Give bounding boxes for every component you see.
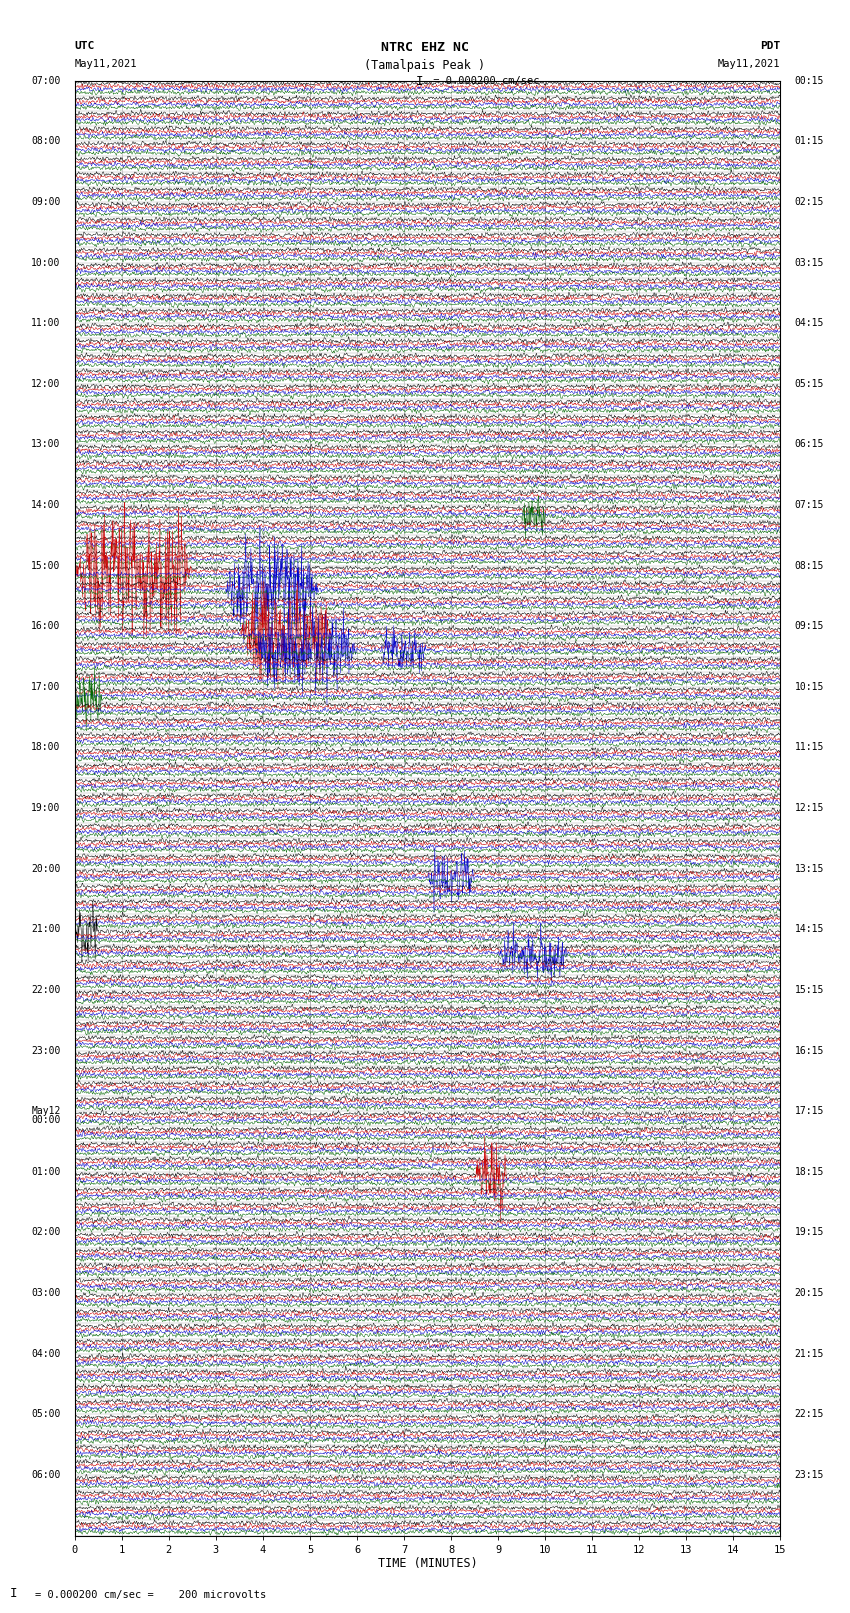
Text: 01:00: 01:00 — [31, 1166, 60, 1177]
Text: May12: May12 — [31, 1107, 60, 1116]
Text: 15:00: 15:00 — [31, 561, 60, 571]
Text: 23:00: 23:00 — [31, 1045, 60, 1055]
X-axis label: TIME (MINUTES): TIME (MINUTES) — [377, 1558, 478, 1571]
Text: 11:00: 11:00 — [31, 318, 60, 327]
Text: 15:15: 15:15 — [795, 986, 824, 995]
Text: 20:15: 20:15 — [795, 1289, 824, 1298]
Text: 03:15: 03:15 — [795, 258, 824, 268]
Text: 11:15: 11:15 — [795, 742, 824, 753]
Text: 21:00: 21:00 — [31, 924, 60, 934]
Text: 18:00: 18:00 — [31, 742, 60, 753]
Text: I: I — [10, 1587, 18, 1600]
Text: UTC: UTC — [75, 40, 95, 52]
Text: = 0.000200 cm/sec =    200 microvolts: = 0.000200 cm/sec = 200 microvolts — [10, 1590, 266, 1600]
Text: 06:00: 06:00 — [31, 1469, 60, 1481]
Text: 04:00: 04:00 — [31, 1348, 60, 1358]
Text: PDT: PDT — [760, 40, 780, 52]
Text: 16:00: 16:00 — [31, 621, 60, 631]
Text: 10:15: 10:15 — [795, 682, 824, 692]
Text: (Tamalpais Peak ): (Tamalpais Peak ) — [365, 58, 485, 73]
Text: 23:15: 23:15 — [795, 1469, 824, 1481]
Text: 13:15: 13:15 — [795, 863, 824, 874]
Text: 12:00: 12:00 — [31, 379, 60, 389]
Text: 12:15: 12:15 — [795, 803, 824, 813]
Text: 08:00: 08:00 — [31, 135, 60, 147]
Text: 05:15: 05:15 — [795, 379, 824, 389]
Text: May11,2021: May11,2021 — [75, 58, 138, 69]
Text: 00:00: 00:00 — [31, 1115, 60, 1124]
Text: 10:00: 10:00 — [31, 258, 60, 268]
Text: 03:00: 03:00 — [31, 1289, 60, 1298]
Text: 19:15: 19:15 — [795, 1227, 824, 1237]
Text: 07:00: 07:00 — [31, 76, 60, 85]
Text: 05:00: 05:00 — [31, 1410, 60, 1419]
Text: 09:00: 09:00 — [31, 197, 60, 206]
Text: 14:15: 14:15 — [795, 924, 824, 934]
Text: 13:00: 13:00 — [31, 439, 60, 450]
Text: 19:00: 19:00 — [31, 803, 60, 813]
Text: 20:00: 20:00 — [31, 863, 60, 874]
Text: 17:15: 17:15 — [795, 1107, 824, 1116]
Text: 18:15: 18:15 — [795, 1166, 824, 1177]
Text: NTRC EHZ NC: NTRC EHZ NC — [381, 40, 469, 55]
Text: 08:15: 08:15 — [795, 561, 824, 571]
Text: 16:15: 16:15 — [795, 1045, 824, 1055]
Text: 04:15: 04:15 — [795, 318, 824, 327]
Text: 07:15: 07:15 — [795, 500, 824, 510]
Text: = 0.000200 cm/sec: = 0.000200 cm/sec — [427, 76, 539, 85]
Text: 06:15: 06:15 — [795, 439, 824, 450]
Text: 09:15: 09:15 — [795, 621, 824, 631]
Text: 14:00: 14:00 — [31, 500, 60, 510]
Text: 21:15: 21:15 — [795, 1348, 824, 1358]
Text: 22:00: 22:00 — [31, 986, 60, 995]
Text: 17:00: 17:00 — [31, 682, 60, 692]
Text: 02:00: 02:00 — [31, 1227, 60, 1237]
Text: 22:15: 22:15 — [795, 1410, 824, 1419]
Text: 01:15: 01:15 — [795, 135, 824, 147]
Text: I: I — [416, 76, 422, 89]
Text: May11,2021: May11,2021 — [717, 58, 780, 69]
Text: 02:15: 02:15 — [795, 197, 824, 206]
Text: 00:15: 00:15 — [795, 76, 824, 85]
